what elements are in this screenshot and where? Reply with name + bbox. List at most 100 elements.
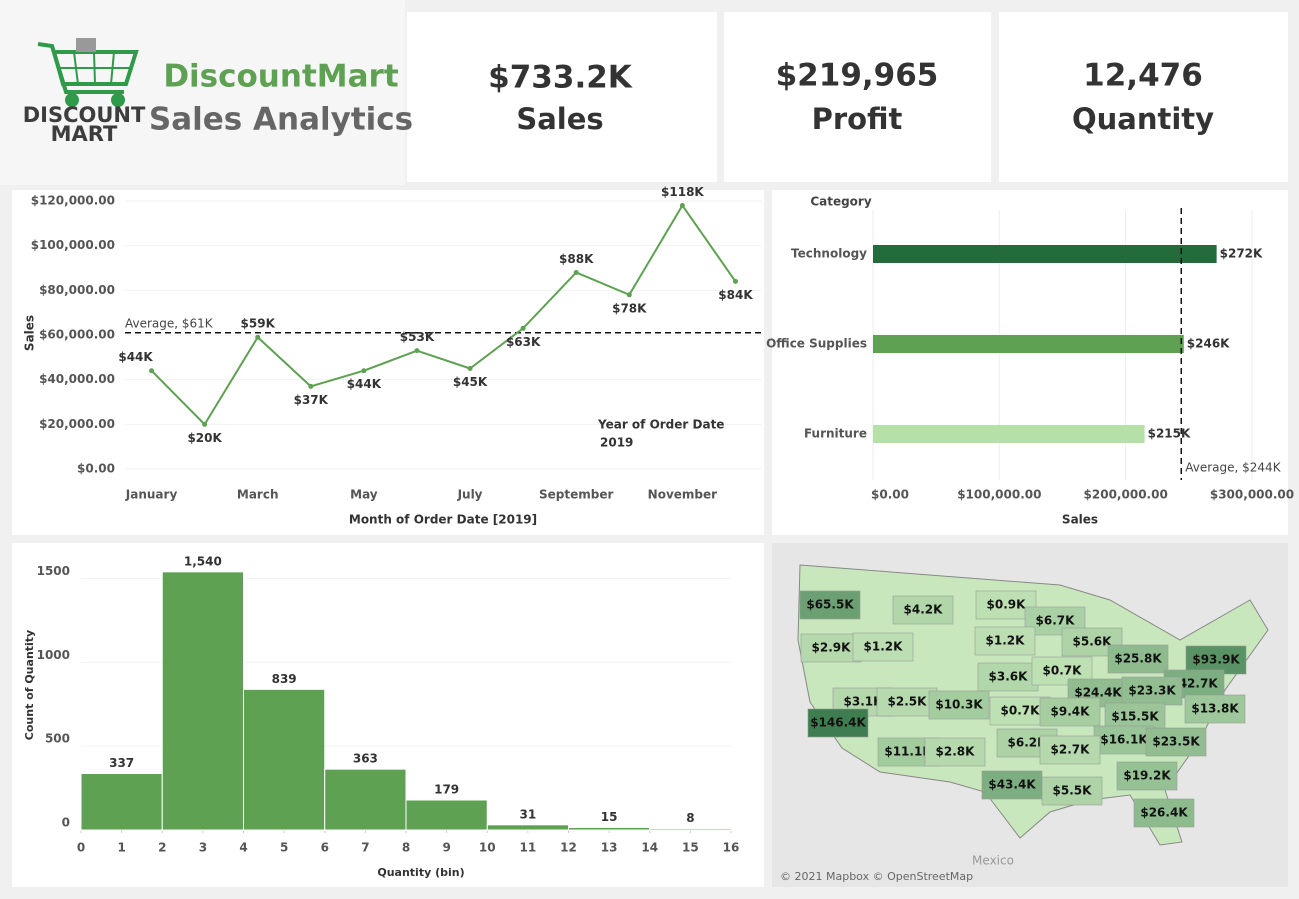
region-label: $65.5K bbox=[806, 598, 854, 612]
region-label: $3.1K bbox=[844, 695, 884, 709]
x-tick-label: 10 bbox=[479, 841, 496, 855]
x-tick-label: 5 bbox=[280, 841, 288, 855]
region bbox=[924, 737, 986, 767]
y-tick-label: $20,000.00 bbox=[39, 417, 115, 431]
y-tick-label: $0.00 bbox=[77, 462, 115, 476]
value-label: $88K bbox=[559, 252, 594, 266]
region-label: $6.7K bbox=[1036, 614, 1076, 628]
value-label: 337 bbox=[109, 756, 134, 770]
value-label: $59K bbox=[241, 317, 276, 331]
kpi-value: $219,965 bbox=[776, 58, 939, 94]
kpi-value: 12,476 bbox=[1083, 58, 1203, 94]
x-tick-label: January bbox=[125, 488, 178, 502]
bar bbox=[873, 245, 1217, 263]
bar bbox=[568, 826, 651, 831]
cart-basket bbox=[51, 50, 139, 86]
x-tick-label: $200,000.00 bbox=[1084, 488, 1168, 502]
average-label: Average, $61K bbox=[125, 316, 214, 330]
x-tick-label: $0.00 bbox=[871, 488, 909, 502]
x-tick-label: 2 bbox=[158, 841, 166, 855]
value-label: 1,540 bbox=[184, 554, 222, 568]
region-label: $5.5K bbox=[1053, 784, 1093, 798]
place-label: Mexico bbox=[972, 854, 1014, 868]
logo-text: DISCOUNT bbox=[23, 103, 146, 127]
region-label: $3.6K bbox=[989, 670, 1029, 684]
region-label: $43.4K bbox=[988, 778, 1036, 792]
logo-box bbox=[76, 38, 96, 52]
logo-text: MART bbox=[51, 122, 118, 146]
region bbox=[852, 632, 914, 662]
point bbox=[308, 383, 314, 389]
y-tick-label: 1500 bbox=[37, 564, 70, 578]
value-label: $84K bbox=[718, 288, 753, 302]
x-tick-label: 11 bbox=[520, 841, 537, 855]
subtitle: Sales Analytics bbox=[149, 102, 413, 138]
value-label: $272K bbox=[1220, 247, 1263, 261]
x-tick-label: 4 bbox=[239, 841, 247, 855]
region-label: $10.3K bbox=[935, 698, 983, 712]
region bbox=[800, 633, 862, 663]
y-tick-label: $100,000.00 bbox=[31, 238, 115, 252]
value-label: $44K bbox=[347, 377, 382, 391]
region-label: $24.4K bbox=[1074, 686, 1122, 700]
region-label: $6.2K bbox=[1008, 736, 1048, 750]
kpi-value: $733.2K bbox=[488, 60, 633, 96]
region-label: $1.2K bbox=[986, 634, 1026, 648]
region-label: $4.2K bbox=[904, 603, 944, 617]
region-label: $13.8K bbox=[1191, 702, 1239, 716]
region-label: $0.9K bbox=[987, 598, 1027, 612]
region bbox=[977, 662, 1039, 692]
axis-label: Sales bbox=[23, 315, 37, 351]
region bbox=[876, 687, 938, 717]
axis-label: Sales bbox=[1062, 513, 1098, 527]
y-tick-label: $120,000.00 bbox=[31, 194, 115, 208]
bar bbox=[405, 799, 488, 831]
bar bbox=[486, 824, 569, 831]
value-label: $118K bbox=[661, 185, 704, 199]
region bbox=[974, 626, 1036, 656]
point bbox=[361, 368, 367, 374]
region-label: $146.4K bbox=[810, 716, 866, 730]
x-tick-label: 0 bbox=[77, 841, 85, 855]
region-label: $0.7K bbox=[1001, 704, 1041, 718]
point bbox=[573, 269, 579, 275]
kpi-card bbox=[407, 12, 717, 182]
x-tick-label: 16 bbox=[723, 841, 740, 855]
region-label: $25.8K bbox=[1114, 652, 1162, 666]
region-label: $16.1K bbox=[1100, 733, 1148, 747]
cart-wheel bbox=[65, 93, 79, 107]
region bbox=[1041, 776, 1103, 806]
x-tick-label: September bbox=[539, 488, 613, 502]
y-tick-label: Office Supplies bbox=[766, 337, 867, 351]
y-tick-label: 0 bbox=[62, 816, 70, 830]
axis-label: Count of Quantity bbox=[23, 630, 36, 740]
x-tick-label: 14 bbox=[641, 841, 658, 855]
y-tick-label: $80,000.00 bbox=[39, 283, 115, 297]
kpi-label: Profit bbox=[812, 102, 903, 136]
value-label: 839 bbox=[272, 672, 297, 686]
x-tick-label: November bbox=[648, 488, 717, 502]
bar bbox=[873, 335, 1184, 353]
x-tick-label: 12 bbox=[560, 841, 577, 855]
region-label: $93.9K bbox=[1192, 653, 1240, 667]
region-label: $2.8K bbox=[936, 745, 976, 759]
region-label: $9.4K bbox=[1051, 705, 1091, 719]
region-label: $2.5K bbox=[888, 695, 928, 709]
x-tick-label: May bbox=[350, 488, 378, 502]
value-label: $44K bbox=[118, 350, 153, 364]
cart-wheel bbox=[111, 93, 125, 107]
region bbox=[928, 690, 990, 720]
y-tick-label: $60,000.00 bbox=[39, 328, 115, 342]
region bbox=[1039, 697, 1101, 727]
bar bbox=[243, 688, 326, 831]
region bbox=[799, 590, 861, 620]
region bbox=[1133, 798, 1195, 828]
value-label: $37K bbox=[294, 393, 329, 407]
bar-panel bbox=[772, 190, 1288, 535]
kpi-label: Sales bbox=[516, 102, 603, 136]
point bbox=[467, 366, 473, 371]
value-label: $20K bbox=[187, 431, 222, 445]
x-tick-label: 15 bbox=[682, 841, 699, 855]
value-label: $45K bbox=[453, 375, 488, 389]
